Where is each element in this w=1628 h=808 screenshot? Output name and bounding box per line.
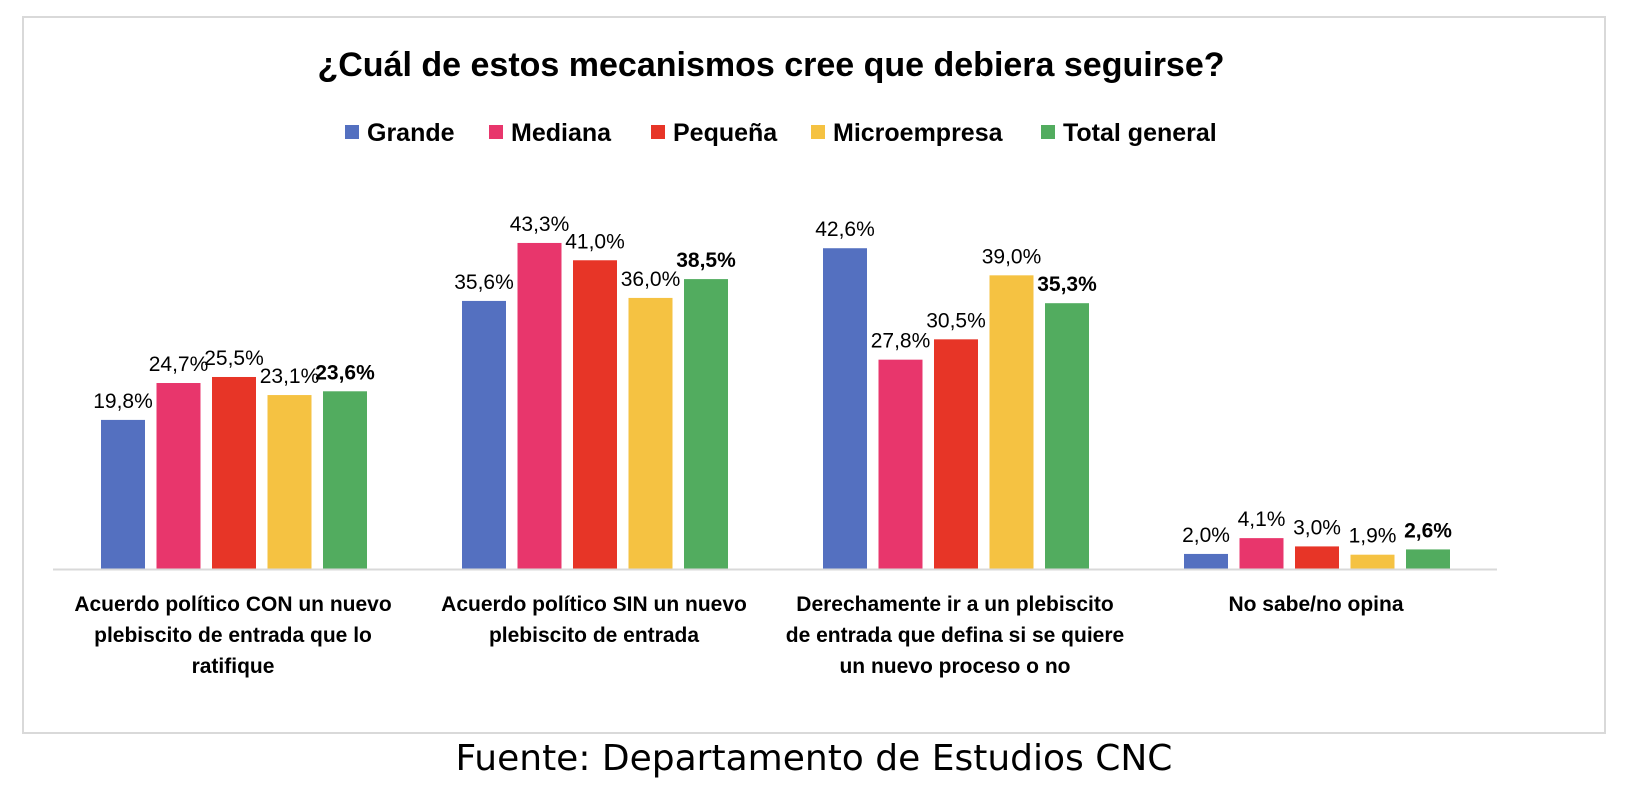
category-label-4-line-1: No sabe/no opina (1228, 593, 1403, 616)
bar-3-5 (1045, 303, 1089, 569)
legend-swatch-5 (1041, 125, 1055, 139)
category-label-3-line-2: de entrada que defina si se quiere (786, 624, 1124, 647)
category-label-3-line-3: un nuevo proceso o no (839, 655, 1070, 678)
data-label-3-1: 42,6% (815, 218, 875, 241)
data-label-4-2: 4,1% (1238, 508, 1286, 531)
data-label-3-3: 30,5% (926, 309, 986, 332)
data-label-2-5: 38,5% (676, 249, 736, 272)
data-label-2-1: 35,6% (454, 271, 514, 294)
bar-4-1 (1184, 553, 1228, 569)
data-label-2-4: 36,0% (621, 268, 681, 291)
bar-2-4 (628, 297, 673, 569)
data-label-2-3: 41,0% (565, 230, 625, 253)
bar-2-2 (517, 242, 562, 570)
data-label-1-1: 19,8% (93, 390, 153, 413)
data-label-3-4: 39,0% (982, 245, 1042, 268)
data-label-1-3: 25,5% (204, 347, 264, 370)
category-label-1-line-1: Acuerdo político CON un nuevo (74, 593, 391, 616)
bar-1-4 (267, 395, 312, 569)
legend-label-2: Mediana (511, 119, 612, 147)
data-label-3-2: 27,8% (871, 330, 931, 353)
bar-2-3 (573, 260, 617, 569)
bar-3-3 (934, 339, 978, 569)
category-label-1-line-2: plebiscito de entrada que lo (94, 624, 372, 647)
category-label-2-line-1: Acuerdo político SIN un nuevo (441, 593, 747, 616)
data-label-1-5: 23,6% (315, 361, 375, 384)
bar-4-5 (1406, 549, 1450, 569)
category-label-3-line-1: Derechamente ir a un plebiscito (796, 593, 1113, 616)
bar-4-3 (1295, 546, 1339, 569)
bar-3-2 (878, 359, 923, 569)
legend-label-5: Total general (1063, 119, 1217, 147)
bar-1-3 (212, 376, 256, 569)
bar-4-4 (1350, 554, 1395, 569)
bar-3-4 (989, 275, 1034, 569)
data-label-4-5: 2,6% (1404, 519, 1452, 542)
legend-swatch-4 (811, 125, 825, 139)
bar-3-1 (823, 248, 867, 570)
source-note: Fuente: Departamento de Estudios CNC (455, 738, 1173, 779)
data-label-4-4: 1,9% (1349, 525, 1397, 548)
category-label-1-line-3: ratifique (192, 655, 275, 678)
bar-1-5 (323, 391, 367, 569)
bar-2-1 (462, 300, 506, 569)
data-label-4-3: 3,0% (1293, 516, 1341, 539)
legend-label-1: Grande (367, 119, 455, 147)
legend-swatch-3 (651, 125, 665, 139)
legend-label-3: Pequeña (673, 119, 778, 147)
legend-swatch-1 (345, 125, 359, 139)
data-label-1-2: 24,7% (149, 353, 209, 376)
data-label-2-2: 43,3% (510, 213, 570, 236)
legend-swatch-2 (489, 125, 503, 139)
bar-2-5 (684, 279, 728, 569)
data-label-4-1: 2,0% (1182, 524, 1230, 547)
category-label-2-line-2: plebiscito de entrada (489, 624, 699, 647)
bar-4-2 (1239, 538, 1284, 569)
bar-1-1 (101, 419, 145, 569)
legend-label-4: Microempresa (833, 119, 1004, 147)
bar-1-2 (156, 383, 201, 569)
chart-title: ¿Cuál de estos mecanismos cree que debie… (317, 46, 1224, 84)
data-label-1-4: 23,1% (260, 365, 320, 388)
data-label-3-5: 35,3% (1037, 273, 1097, 296)
bar-chart: ¿Cuál de estos mecanismos cree que debie… (53, 46, 1497, 678)
